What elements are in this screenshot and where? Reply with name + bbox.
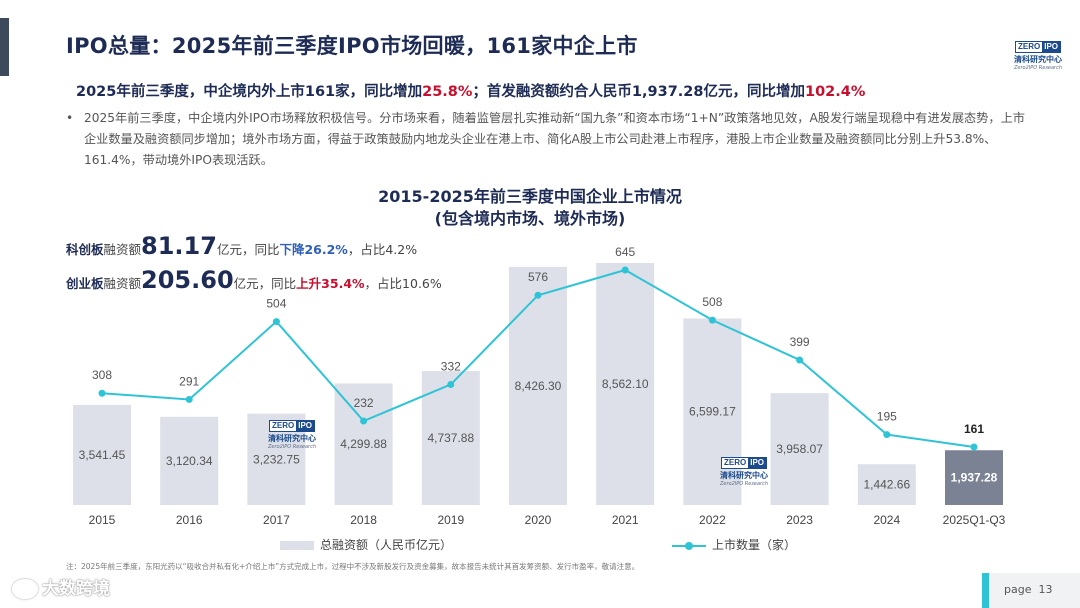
bar-2020 xyxy=(509,266,567,505)
zero2ipo-watermark-logo: ZERO IPO 清科研究中心 Zero2IPO Research xyxy=(267,420,317,450)
accent-bar xyxy=(0,18,9,76)
bar-label: 6,599.17 xyxy=(689,405,736,419)
star-market-stat: 科创板融资额81.17亿元，同比下降26.2%，占比4.2% xyxy=(66,232,418,260)
x-tick-label: 2022 xyxy=(699,513,726,527)
line-label: 291 xyxy=(179,374,199,388)
line-point-2024 xyxy=(883,431,891,439)
line-label: 645 xyxy=(615,245,635,259)
headline: 2025年前三季度，中企境内外上市161家，同比增加25.8%；首发融资额约合人… xyxy=(76,84,866,100)
chart-title: 2015-2025年前三季度中国企业上市情况 (包含境内市场、境外市场) xyxy=(378,187,682,228)
bar-label: 3,232.75 xyxy=(253,452,300,466)
x-tick-label: 2024 xyxy=(873,513,900,527)
line-point-2021 xyxy=(621,266,629,274)
legend-listings: 上市数量（家） xyxy=(672,536,796,553)
bar-label: 3,958.07 xyxy=(776,442,823,456)
line-point-2019 xyxy=(447,380,455,388)
bar-2024 xyxy=(857,464,916,505)
bar-2015 xyxy=(73,404,131,505)
x-tick-label: 2016 xyxy=(176,513,203,527)
summary-paragraph: • 2025年前三季度，中企境内外IPO市场释放积极信号。分市场来看，随着监管层… xyxy=(66,111,1025,167)
zero2ipo-watermark-logo: ZERO IPO 清科研究中心 Zero2IPO Research xyxy=(719,457,769,487)
bar-2018 xyxy=(334,383,393,505)
bar-label: 3,541.45 xyxy=(79,448,126,462)
line-label: 508 xyxy=(702,295,722,309)
line-point-2018 xyxy=(360,417,368,425)
page-number: page 13 xyxy=(1004,583,1053,596)
page-indicator xyxy=(982,573,1080,608)
line-point-2020 xyxy=(534,291,542,299)
page-title: IPO总量：2025年前三季度IPO市场回暖，161家中企上市 xyxy=(66,34,638,58)
bar-label: 8,426.30 xyxy=(515,379,562,393)
gem-market-stat: 创业板融资额205.60亿元，同比上升35.4%，占比10.6% xyxy=(66,266,442,294)
line-point-2015 xyxy=(98,389,106,397)
bar-2023 xyxy=(770,393,829,505)
line-label: 504 xyxy=(266,297,286,311)
line-label: 399 xyxy=(790,335,810,349)
line-label: 161 xyxy=(964,422,984,436)
x-tick-label: 2018 xyxy=(350,513,377,527)
x-tick-label: 2017 xyxy=(263,513,290,527)
zero2ipo-logo: ZERO IPO 清科研究中心 Zero2IPO Research xyxy=(1013,41,1063,71)
legend-funding: 总融资额（人民币亿元） xyxy=(280,536,452,553)
bar-label: 3,120.34 xyxy=(166,454,213,468)
x-tick-label: 2015 xyxy=(89,513,116,527)
line-point-2017 xyxy=(272,318,280,326)
x-tick-label: 2025Q1-Q3 xyxy=(943,513,1006,527)
bar-2021 xyxy=(596,263,655,505)
bar-2025Q1-Q3 xyxy=(945,450,1003,505)
x-tick-label: 2019 xyxy=(437,513,464,527)
footnote: 注：2025年前三季度，东阳光药以“吸收合并私有化+介绍上市”方式完成上市，过程… xyxy=(66,562,640,571)
line-label: 332 xyxy=(441,359,461,373)
bar-label: 4,299.88 xyxy=(340,437,387,451)
bar-2022 xyxy=(683,318,742,505)
x-tick-label: 2020 xyxy=(525,513,552,527)
line-label: 195 xyxy=(877,410,897,424)
bar-label: 4,737.88 xyxy=(427,431,474,445)
line-point-2023 xyxy=(796,356,804,364)
watermark: 大数跨境 xyxy=(12,574,110,599)
line-label: 576 xyxy=(528,270,548,284)
bar-label: 8,562.10 xyxy=(602,377,649,391)
bar-label: 1,442.66 xyxy=(863,478,910,492)
line-label: 308 xyxy=(92,368,112,382)
page-accent xyxy=(982,573,989,608)
line-point-2016 xyxy=(185,395,193,403)
line-point-2022 xyxy=(708,316,716,324)
x-tick-label: 2023 xyxy=(786,513,813,527)
bar-label: 1,937.28 xyxy=(951,471,998,485)
bar-2016 xyxy=(160,416,219,505)
line-point-2025Q1-Q3 xyxy=(970,443,978,451)
line-label: 232 xyxy=(354,396,374,410)
x-tick-label: 2021 xyxy=(612,513,639,527)
